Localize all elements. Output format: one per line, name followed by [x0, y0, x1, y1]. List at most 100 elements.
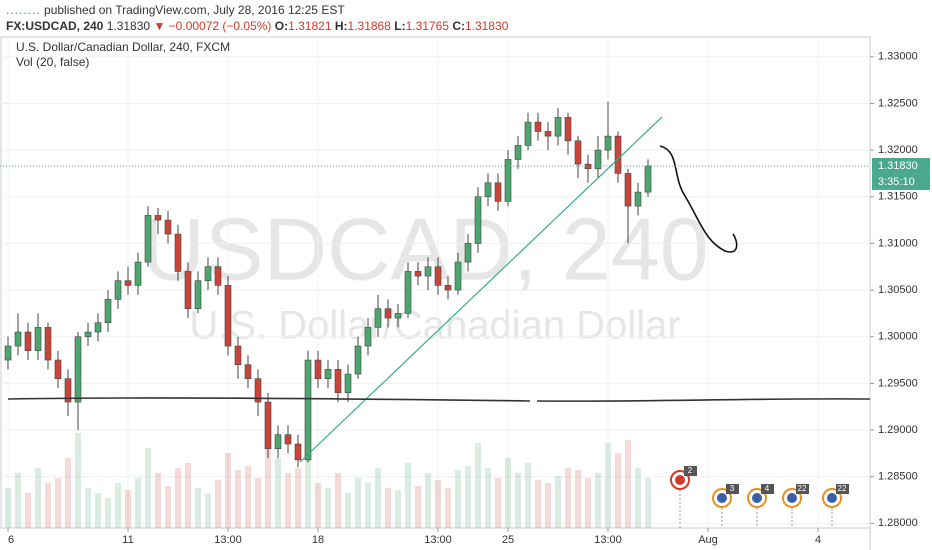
hand-drawn-projection: [659, 145, 738, 253]
event-flag: [787, 493, 797, 503]
volume-bar: [35, 468, 41, 528]
y-tick-label: 1.31500: [878, 191, 918, 203]
x-tick-label: 4: [815, 534, 821, 546]
volume-bar: [155, 473, 161, 528]
x-tick-label: 13:00: [214, 534, 242, 546]
candle-body: [304, 359, 312, 461]
candle-body: [104, 299, 112, 324]
candle-body: [134, 261, 142, 286]
o-label: O:: [274, 19, 289, 33]
candle-body: [434, 266, 442, 286]
volume-bar: [345, 493, 351, 528]
volume-bar: [285, 473, 291, 528]
volume-bar: [175, 468, 181, 528]
volume-bar: [205, 493, 211, 528]
arrow: ▼: [153, 19, 166, 33]
x-tick-label: 18: [312, 534, 324, 546]
candle-body: [494, 182, 502, 202]
change: −0.00072 (−0.05%): [168, 19, 272, 33]
volume-bar: [545, 483, 551, 528]
volume-bar: [385, 488, 391, 528]
candle-body: [354, 345, 362, 375]
chart-title: U.S. Dollar/Canadian Dollar, 240, FXCM: [16, 40, 230, 54]
c: 1.31830: [464, 19, 509, 33]
candle-body: [54, 359, 62, 380]
candle-body: [414, 271, 422, 277]
volume-bar: [495, 478, 501, 528]
candle-body: [94, 322, 102, 333]
candle-body: [74, 336, 82, 403]
candle-body: [534, 121, 542, 132]
volume-bar: [355, 478, 361, 528]
volume-bar: [225, 453, 231, 528]
volume-bar: [455, 470, 461, 528]
candle-body: [604, 135, 612, 151]
countdown-box: [872, 173, 930, 190]
candle-body: [454, 261, 462, 291]
chart-subtitle: Vol (20, false): [16, 55, 89, 69]
volume-bar: [195, 488, 201, 528]
event-badge: [684, 466, 697, 476]
y-tick-label: 1.29000: [878, 424, 918, 436]
volume-bar: [475, 443, 481, 528]
volume-bar: [125, 490, 131, 528]
volume-bar: [295, 468, 301, 528]
support-line: [7, 397, 871, 402]
event-badge: [726, 484, 739, 494]
candle-body: [4, 345, 12, 361]
volume-bar: [605, 443, 611, 528]
y-tick-label: 1.32500: [878, 97, 918, 109]
candle-body: [274, 434, 282, 449]
candle-body: [364, 327, 372, 347]
candle-body: [474, 196, 482, 244]
candle-body: [514, 145, 522, 160]
candle-body: [144, 215, 152, 263]
candle-body: [214, 266, 222, 286]
volume-bar: [565, 468, 571, 528]
candle-body: [264, 401, 272, 449]
dots: ........: [6, 3, 41, 17]
volume-bar: [45, 483, 51, 528]
event-count: 2: [688, 466, 693, 475]
candle-body: [524, 121, 532, 146]
watermark: USDCAD, 240: [141, 199, 708, 298]
candle-body: [204, 266, 212, 282]
volume-bar: [85, 488, 91, 528]
volume-bar: [65, 458, 71, 528]
x-tick-label: 13:00: [594, 534, 622, 546]
candle-body: [154, 215, 162, 221]
y-tick-label: 1.28000: [878, 517, 918, 529]
candle-body: [384, 308, 392, 319]
last: 1.31830: [106, 19, 151, 33]
candle-body: [14, 331, 22, 347]
volume-bar: [395, 490, 401, 528]
candle-body: [44, 327, 52, 361]
volume-bar: [415, 486, 421, 528]
candle-body: [504, 159, 512, 202]
chart: USDCAD, 240 U.S. Dollar/Canadian Dollar …: [0, 36, 930, 550]
volume-bar: [515, 473, 521, 528]
symbol: FX:USDCAD, 240: [6, 19, 104, 33]
candle-body: [404, 271, 412, 314]
candle-body: [554, 117, 562, 137]
watermark-sub: U.S. Dollar/Canadian Dollar: [189, 304, 680, 348]
x-tick-label: Aug: [698, 534, 718, 546]
candle-body: [164, 219, 172, 235]
events: 2 3 4 22 22: [670, 466, 849, 528]
h-label: H:: [334, 19, 348, 33]
candle-body: [544, 131, 552, 137]
candle-body: [394, 313, 402, 319]
candle-body: [244, 364, 252, 380]
candle-body: [234, 345, 242, 366]
volume-bar: [435, 480, 441, 528]
volume-bar: [25, 493, 31, 528]
candle-body: [84, 331, 92, 338]
volume-bar: [55, 478, 61, 528]
candle-body: [324, 369, 332, 380]
event-count: 3: [730, 484, 735, 493]
event-flag: [717, 493, 727, 503]
y-tick-label: 1.32000: [878, 144, 918, 156]
volume-bar: [555, 476, 561, 528]
event-badge: [836, 484, 849, 494]
